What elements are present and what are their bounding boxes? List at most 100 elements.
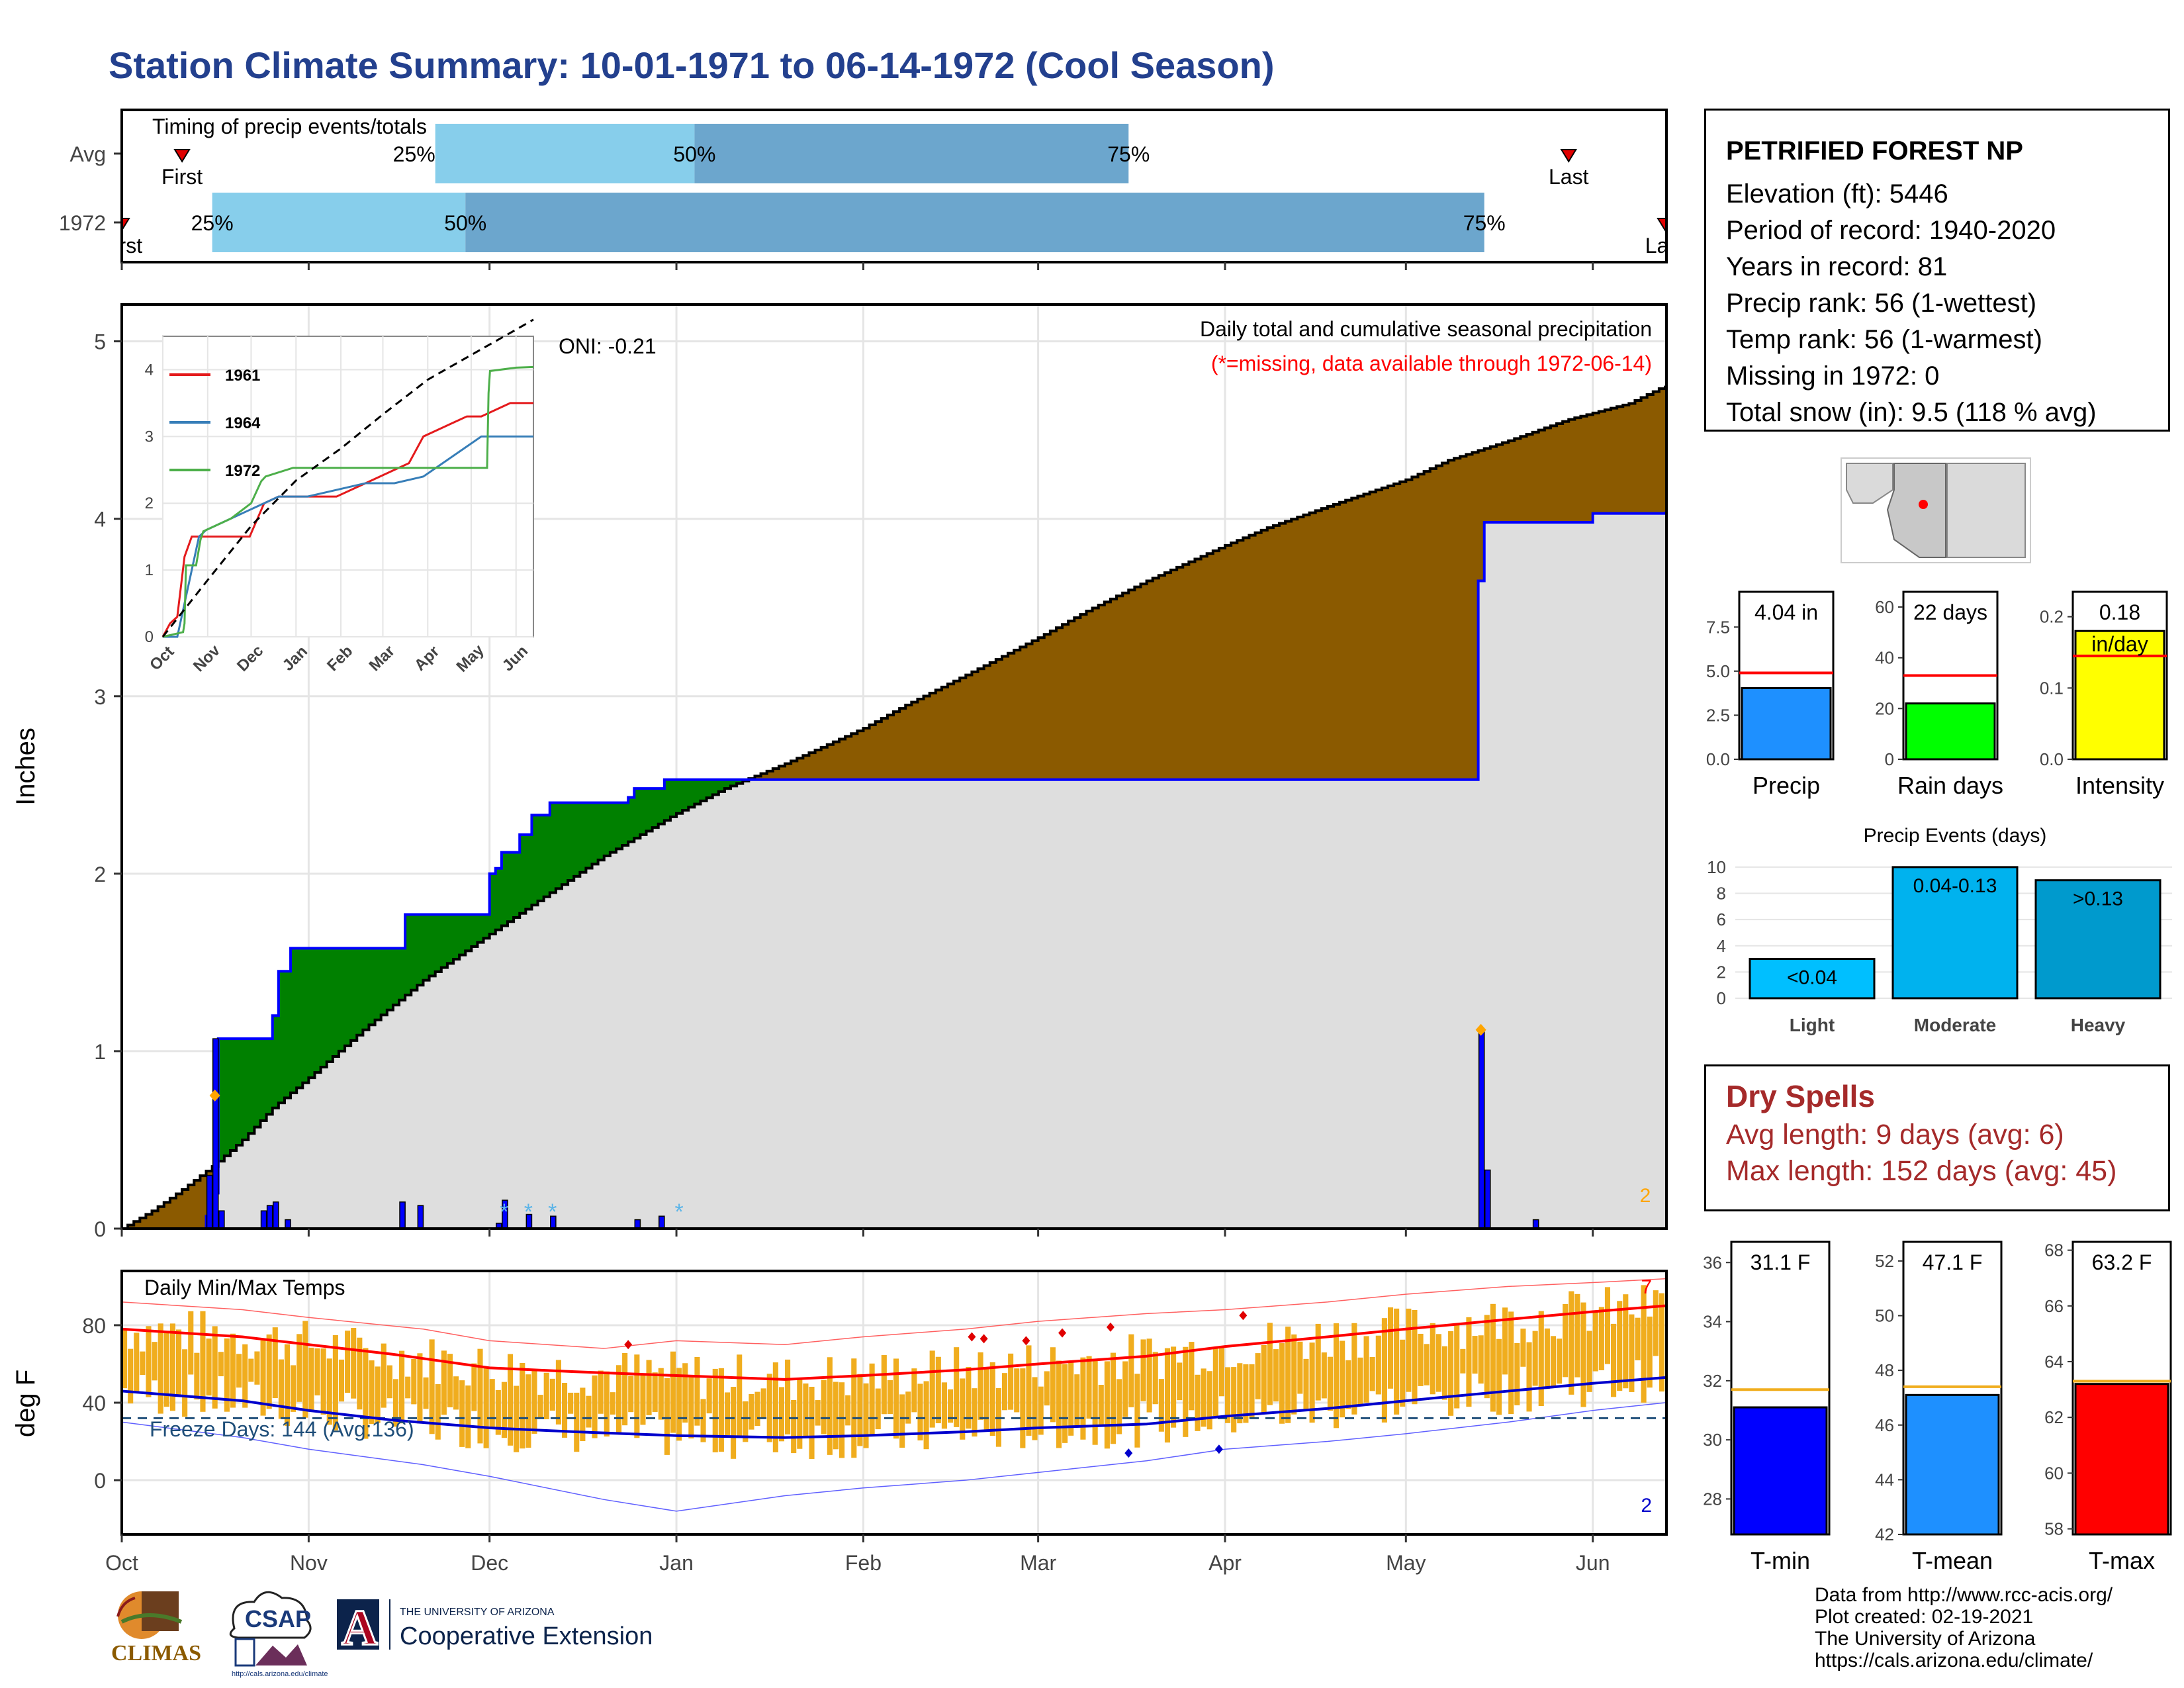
month-axis-label: Mar bbox=[1020, 1551, 1056, 1575]
temps-daily-bar bbox=[1044, 1371, 1050, 1406]
mini-panel-bar bbox=[1733, 1406, 1828, 1536]
temps-daily-bar bbox=[1460, 1348, 1466, 1374]
temps-daily-bar bbox=[1448, 1331, 1454, 1416]
mini-panel-ytick-label: 0.0 bbox=[2040, 749, 2064, 769]
temps-daily-bar bbox=[549, 1378, 555, 1411]
events-bar-label: <0.04 bbox=[1787, 967, 1837, 989]
mini-panel-ytick-label: 0.2 bbox=[2040, 607, 2064, 627]
mini-panel-name: Intensity bbox=[2075, 772, 2164, 799]
temps-daily-bar bbox=[1351, 1323, 1357, 1415]
precip-daily-bar bbox=[1532, 1219, 1539, 1229]
temps-daily-bar bbox=[296, 1334, 302, 1402]
temp-panel-t-mean: 42 44 46 48 50 52 47.1 F T-mean bbox=[1875, 1241, 2003, 1574]
temps-daily-bar bbox=[429, 1339, 435, 1434]
temps-daily-bar bbox=[561, 1382, 568, 1438]
temps-daily-bar bbox=[1128, 1334, 1134, 1407]
temps-ytick-label: 0 bbox=[94, 1469, 106, 1493]
climas-logo-text: CLIMAS bbox=[111, 1641, 201, 1665]
map-state-arizona bbox=[1886, 463, 1946, 558]
temps-daily-bar bbox=[1134, 1374, 1140, 1448]
mini-panel-ytick-label: 0.0 bbox=[1706, 749, 1730, 769]
temps-daily-bar bbox=[357, 1337, 363, 1410]
temps-daily-bar bbox=[254, 1351, 260, 1385]
mini-panel-value-label: 47.1 F bbox=[1923, 1250, 1983, 1274]
temps-daily-bar bbox=[1484, 1315, 1490, 1399]
temps-daily-bar bbox=[887, 1380, 893, 1415]
temps-daily-bar bbox=[525, 1374, 531, 1448]
precip-ytick-label: 1 bbox=[94, 1040, 106, 1064]
temps-daily-bar bbox=[785, 1359, 791, 1434]
temps-daily-bar bbox=[375, 1366, 381, 1423]
inset-legend-label: 1972 bbox=[225, 462, 260, 480]
temps-daily-bar bbox=[1466, 1317, 1472, 1407]
page-title: Station Climate Summary: 10-01-1971 to 0… bbox=[109, 44, 1275, 86]
temps-daily-bar bbox=[592, 1375, 598, 1438]
temps-daily-bar bbox=[1538, 1311, 1544, 1407]
temps-daily-bar bbox=[1635, 1317, 1641, 1360]
temps-daily-bar bbox=[1412, 1309, 1418, 1405]
temps-daily-bar bbox=[1201, 1368, 1206, 1427]
precip-daily-bar bbox=[266, 1205, 273, 1229]
temps-daily-bar bbox=[1038, 1386, 1044, 1435]
mini-panel-ytick-label: 30 bbox=[1703, 1430, 1722, 1450]
temps-daily-bar bbox=[1520, 1329, 1526, 1367]
temps-daily-bar bbox=[978, 1352, 983, 1420]
temps-daily-bar bbox=[1303, 1358, 1309, 1411]
temps-daily-bar bbox=[1206, 1371, 1212, 1430]
temps-daily-bar bbox=[1183, 1346, 1189, 1437]
temps-daily-bar bbox=[1122, 1361, 1128, 1417]
csap-logo: CSAP http://cals.arizona.edu/climate bbox=[229, 1591, 328, 1678]
events-category-label: Heavy bbox=[2071, 1015, 2126, 1035]
timing-label-75: 75% bbox=[1463, 211, 1506, 235]
mini-panel-ytick-label: 48 bbox=[1875, 1360, 1894, 1380]
temps-daily-bar bbox=[435, 1383, 441, 1440]
mini-panel-ytick-label: 46 bbox=[1875, 1415, 1894, 1435]
map-state-west bbox=[1846, 463, 1893, 504]
mini-panel-ytick-label: 58 bbox=[2044, 1519, 2064, 1539]
temps-daily-bar bbox=[827, 1357, 833, 1455]
precip-daily-bar bbox=[218, 1210, 225, 1229]
credits: Data from http://www.rcc-acis.org/ Plot … bbox=[1815, 1584, 2113, 1671]
temps-daily-bar bbox=[441, 1350, 447, 1415]
temps-daily-bar bbox=[520, 1362, 525, 1449]
temps-daily-bar bbox=[947, 1389, 954, 1423]
temps-daily-bar bbox=[1435, 1334, 1441, 1392]
temps-daily-bar bbox=[1195, 1374, 1201, 1431]
temps-daily-bar bbox=[972, 1388, 978, 1437]
temps-daily-bar bbox=[1092, 1360, 1098, 1445]
timing-first-label: First bbox=[161, 165, 203, 189]
temps-daily-bar bbox=[658, 1368, 664, 1420]
temps-daily-bar bbox=[863, 1383, 869, 1448]
temps-daily-bar bbox=[610, 1392, 615, 1415]
timing-row-label-outer: 1972 bbox=[59, 211, 106, 235]
temps-daily-bar bbox=[1158, 1379, 1164, 1432]
temps-daily-bar bbox=[1592, 1311, 1598, 1372]
precip-ytick-label: 3 bbox=[94, 685, 106, 709]
mini-panel-name: T-max bbox=[2089, 1547, 2155, 1574]
temps-daily-bar bbox=[670, 1351, 676, 1433]
precip-snow-mark: * bbox=[500, 1199, 508, 1225]
events-ytick-label: 2 bbox=[1717, 962, 1726, 982]
temps-daily-bar bbox=[923, 1381, 929, 1450]
temps-daily-bar bbox=[893, 1358, 899, 1439]
mini-panel-ytick-label: 34 bbox=[1703, 1312, 1722, 1332]
timing-label-25: 25% bbox=[191, 211, 234, 235]
temps-daily-bar bbox=[905, 1391, 911, 1424]
temps-daily-bar bbox=[272, 1327, 278, 1398]
inset-ytick-label: 3 bbox=[145, 428, 154, 445]
temps-daily-bar bbox=[477, 1348, 483, 1444]
dry-spells-avg: Avg length: 9 days (avg: 6) bbox=[1726, 1119, 2064, 1150]
mini-panel-ytick-label: 40 bbox=[1875, 648, 1894, 668]
temps-daily-bar bbox=[1152, 1352, 1158, 1405]
temps-daily-bar bbox=[411, 1359, 417, 1405]
temps-daily-bar bbox=[1267, 1323, 1273, 1405]
temps-daily-bar bbox=[471, 1363, 477, 1411]
events-bar bbox=[1749, 958, 1876, 1000]
timing-bar-25-50 bbox=[212, 193, 466, 252]
timing-bar-50-75 bbox=[694, 124, 1129, 183]
ua-logo-big-text: Cooperative Extension bbox=[400, 1622, 653, 1650]
temps-daily-bar bbox=[568, 1392, 574, 1414]
temps-daily-bar bbox=[1231, 1367, 1237, 1432]
temps-daily-bar bbox=[224, 1338, 230, 1412]
temps-record-max-line bbox=[121, 1278, 1666, 1349]
